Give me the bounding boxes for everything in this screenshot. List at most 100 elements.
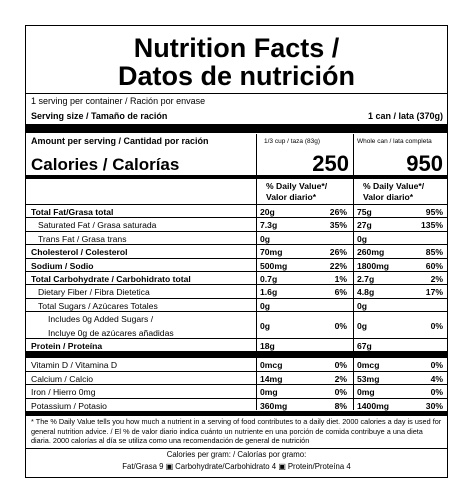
daily-value: 95% [425, 207, 443, 217]
nutrient-label: Total Sugars / Azúcares Totales [38, 300, 158, 311]
nutrient-label: Potassium / Potasio [31, 400, 107, 411]
nutrient-label: Calcium / Calcio [31, 373, 94, 384]
amount: 0g [357, 233, 368, 244]
title: Nutrition Facts / [133, 33, 340, 63]
calories-per-gram-title: Calories per gram: / Calorías por gramo: [166, 450, 307, 459]
amount: 0.7g [260, 274, 278, 284]
daily-value: 4% [430, 373, 443, 384]
calories-label: Calories / Calorías [31, 155, 180, 174]
amount: 75g [357, 207, 372, 217]
amount: 67g [357, 341, 372, 351]
nutrient-label: Vitamin D / Vitamina D [31, 360, 118, 371]
nutrient-row: Dietary Fiber / Fibra Dietetica 1.6g 6% 4.8… [26, 285, 447, 299]
thick-rule [26, 352, 447, 359]
nutrition-label: Nutrition Facts / Datos de nutrición 1 s… [25, 25, 448, 478]
dv-header-line: % Daily Value*/ [266, 181, 328, 191]
nutrient-label: Iron / Hierro 0mg [31, 387, 96, 398]
daily-value: 0% [430, 387, 443, 398]
nutrient-label: Incluye 0g de azúcares añadidas [48, 327, 174, 338]
dv-header: % Daily Value*/Valor diario* [266, 181, 327, 203]
daily-value: 1% [334, 274, 347, 284]
nutrient-row: Trans Fat / Grasa trans 0g 0g [26, 232, 447, 246]
amount: 7.3g [260, 220, 278, 231]
daily-value: 22% [329, 260, 347, 271]
amount: 2.7g [357, 274, 375, 284]
nutrient-label: Includes 0g Added Sugars / [48, 314, 154, 325]
amount: 260mg [357, 247, 385, 258]
daily-value: 0% [334, 360, 347, 371]
nutrient-label: Protein / Proteína [31, 341, 103, 351]
rule [26, 204, 447, 205]
daily-value: 35% [329, 220, 347, 231]
nutrient-label: Saturated Fat / Grasa saturada [38, 220, 157, 231]
amount: 0g [357, 300, 368, 311]
column-header: Whole can / lata completa [357, 138, 432, 145]
daily-value: 135% [421, 220, 443, 231]
title: Datos de nutrición [117, 61, 355, 91]
daily-value: 26% [329, 247, 347, 258]
nutrient-row: Vitamin D / Vitamina D 0mcg 0% 0mcg 0% [26, 358, 447, 372]
rule [26, 448, 447, 449]
column-header: 1/3 cup / taza (83g) [264, 138, 321, 145]
thick-rule [26, 124, 447, 133]
footnote: * The % Daily Value tells you how much a… [31, 417, 442, 445]
amount: 4.8g [357, 287, 375, 298]
daily-value: 26% [329, 207, 347, 217]
daily-value: 6% [334, 287, 347, 298]
rule [26, 93, 447, 94]
nutrient-row: Potassium / Potasio 360mg 8% 1400mg 30% [26, 399, 447, 412]
amount: 360mg [260, 400, 288, 411]
nutrient-row: Includes 0g Added Sugars / Incluye 0g de … [26, 312, 447, 339]
amount: 1800mg [357, 260, 390, 271]
daily-value: 85% [425, 247, 443, 258]
serving-size-label: Serving size / Tamaño de ración [31, 111, 168, 121]
amount: 0g [260, 233, 271, 244]
dv-header: % Daily Value*/Valor diario* [363, 181, 424, 203]
amount: 70mg [260, 247, 283, 258]
amount: 0g [357, 320, 368, 331]
amount: 27g [357, 220, 372, 231]
amount: 500mg [260, 260, 288, 271]
column-divider [256, 134, 257, 410]
thick-rule [26, 175, 447, 179]
thick-rule [26, 412, 447, 416]
amount: 0g [260, 320, 271, 331]
amount: 0mg [357, 387, 375, 398]
nutrient-row: Iron / Hierro 0mg 0mg 0% 0mg 0% [26, 385, 447, 399]
nutrient-label: Sodium / Sodio [31, 260, 94, 271]
calories-value: 250 [312, 151, 349, 176]
amount: 0mg [260, 387, 278, 398]
nutrient-label: Cholesterol / Colesterol [31, 247, 128, 258]
nutrient-row: Total Carbohydrate / Carbohidrato total 0… [26, 272, 447, 286]
amount: 0g [260, 300, 271, 311]
dv-header-line: % Daily Value*/ [363, 181, 425, 191]
nutrient-label: Total Carbohydrate / Carbohidrato total [31, 274, 191, 284]
daily-value: 2% [430, 274, 443, 284]
daily-value: 0% [430, 360, 443, 371]
dv-header-line: Valor diario* [363, 192, 414, 202]
nutrient-row: Sodium / Sodio 500mg 22% 1800mg 60% [26, 259, 447, 272]
amount: 20g [260, 207, 275, 217]
daily-value: 0% [430, 320, 443, 331]
amount: 0mcg [260, 360, 283, 371]
nutrient-row: Protein / Proteína 18g 67g [26, 339, 447, 353]
amount: 14mg [260, 373, 283, 384]
nutrient-row: Cholesterol / Colesterol 70mg 26% 260mg 85% [26, 245, 447, 259]
nutrient-row: Calcium / Calcio 14mg 2% 53mg 4% [26, 372, 447, 386]
amount-header: Amount per serving / Cantidad por ración [31, 136, 209, 146]
amount: 1400mg [357, 400, 390, 411]
nutrient-row: Saturated Fat / Grasa saturada 7.3g 35% 27g… [26, 218, 447, 232]
dv-header-line: Valor diario* [266, 192, 317, 202]
nutrient-row: Total Fat/Grasa total 20g 26% 75g 95% [26, 205, 447, 219]
nutrient-label: Trans Fat / Grasa trans [38, 233, 127, 244]
daily-value: 17% [425, 287, 443, 298]
amount: 1.6g [260, 287, 278, 298]
daily-value: 8% [334, 400, 347, 411]
amount: 0mcg [357, 360, 380, 371]
serving-size-value: 1 can / lata (370g) [367, 111, 443, 121]
nutrient-row: Total Sugars / Azúcares Totales 0g 0g [26, 299, 447, 313]
amount: 53mg [357, 373, 380, 384]
column-divider [353, 134, 354, 410]
servings: 1 serving per container / Ración por env… [31, 96, 206, 106]
